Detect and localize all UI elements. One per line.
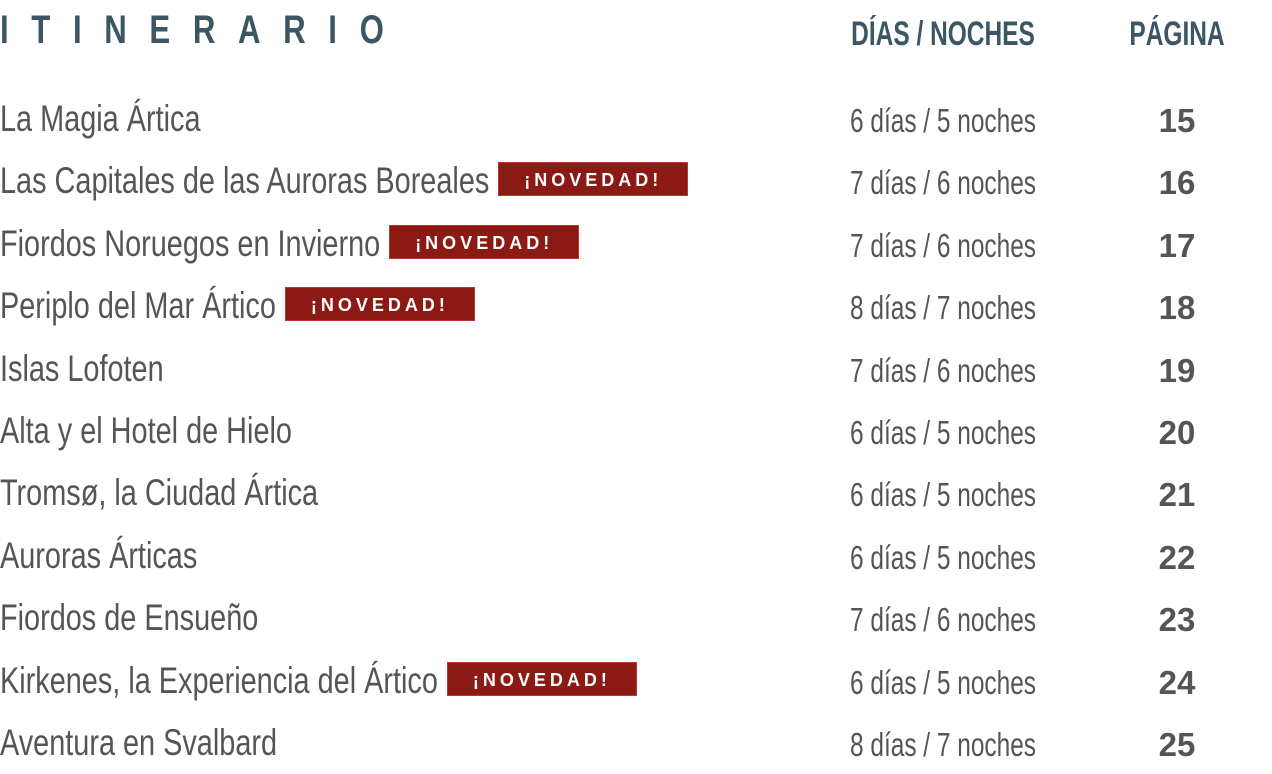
new-badge: ¡NOVEDAD!: [498, 162, 689, 197]
itinerary-name: Islas Lofoten: [0, 347, 164, 389]
itinerary-duration: 7 días / 6 noches: [850, 601, 1036, 639]
itinerary-page: 17: [1158, 226, 1196, 264]
itinerary-row: Tromsø, la Ciudad Ártica 6 días / 5 noche…: [0, 462, 1272, 524]
new-badge: ¡NOVEDAD!: [284, 287, 475, 322]
itinerary-row: Aventura en Svalbard 8 días / 7 noches 25: [0, 712, 1272, 774]
itinerary-name: Periplo del Mar Ártico: [0, 285, 276, 327]
new-badge: ¡NOVEDAD!: [446, 661, 637, 696]
itinerary-row: Alta y el Hotel de Hielo 6 días / 5 noche…: [0, 400, 1272, 462]
itinerary-duration: 8 días / 7 noches: [850, 726, 1036, 763]
itinerary-name: Fiordos Noruegos en Invierno: [0, 222, 381, 264]
itinerary-page: 24: [1158, 663, 1196, 701]
itinerary-page: 21: [1158, 476, 1196, 514]
itinerary-row: Auroras Árticas 6 días / 5 noches 22: [0, 525, 1272, 587]
itinerary-name: La Magia Ártica: [0, 98, 201, 139]
itinerary-duration: 6 días / 5 noches: [850, 102, 1036, 139]
itinerary-page: 16: [1158, 164, 1196, 202]
itinerary-page: 25: [1158, 726, 1196, 763]
new-badge: ¡NOVEDAD!: [389, 224, 580, 259]
itinerary-duration: 7 días / 6 noches: [850, 164, 1036, 202]
itinerary-page: 18: [1158, 289, 1196, 327]
itinerary-page: 23: [1158, 601, 1196, 639]
itinerary-page: 19: [1158, 351, 1196, 389]
itinerary-duration: 6 días / 5 noches: [850, 538, 1036, 576]
itinerary-row: Fiordos Noruegos en Invierno ¡NOVEDAD! 7 d…: [0, 213, 1272, 275]
section-title: ITINERARIO: [0, 8, 407, 52]
itinerary-name: Auroras Árticas: [0, 534, 198, 576]
page-header: PÁGINA: [1129, 15, 1225, 53]
itinerary-row: Las Capitales de las Auroras Boreales ¡NO…: [0, 150, 1272, 212]
itinerary-name: Tromsø, la Ciudad Ártica: [0, 472, 319, 514]
itinerary-name: Alta y el Hotel de Hielo: [0, 410, 292, 451]
itinerary-row: La Magia Ártica 6 días / 5 noches 15: [0, 88, 1272, 150]
itinerary-page: 15: [1158, 102, 1196, 139]
itinerary-row: Periplo del Mar Ártico ¡NOVEDAD! 8 días / …: [0, 275, 1272, 337]
itinerary-duration: 7 días / 6 noches: [850, 351, 1036, 389]
itinerary-duration: 6 días / 5 noches: [850, 663, 1036, 701]
itinerary-name: Aventura en Svalbard: [0, 722, 278, 763]
itinerary-row: Kirkenes, la Experiencia del Ártico ¡NOVE…: [0, 650, 1272, 712]
itinerary-row: Islas Lofoten 7 días / 6 noches 19: [0, 338, 1272, 400]
itinerary-name: Fiordos de Ensueño: [0, 597, 259, 639]
itinerary-name: Las Capitales de las Auroras Boreales: [0, 160, 490, 202]
itinerary-page: 22: [1158, 538, 1196, 576]
itinerary-row: Fiordos de Ensueño 7 días / 6 noches 23: [0, 587, 1272, 649]
days-nights-header: DÍAS / NOCHES: [851, 15, 1035, 53]
itinerary-page: 20: [1158, 414, 1196, 451]
itinerary-duration: 8 días / 7 noches: [850, 289, 1036, 327]
itinerary-duration: 6 días / 5 noches: [850, 414, 1036, 451]
itinerary-duration: 6 días / 5 noches: [850, 476, 1036, 514]
itinerary-name: Kirkenes, la Experiencia del Ártico: [0, 659, 438, 701]
itinerary-duration: 7 días / 6 noches: [850, 226, 1036, 264]
